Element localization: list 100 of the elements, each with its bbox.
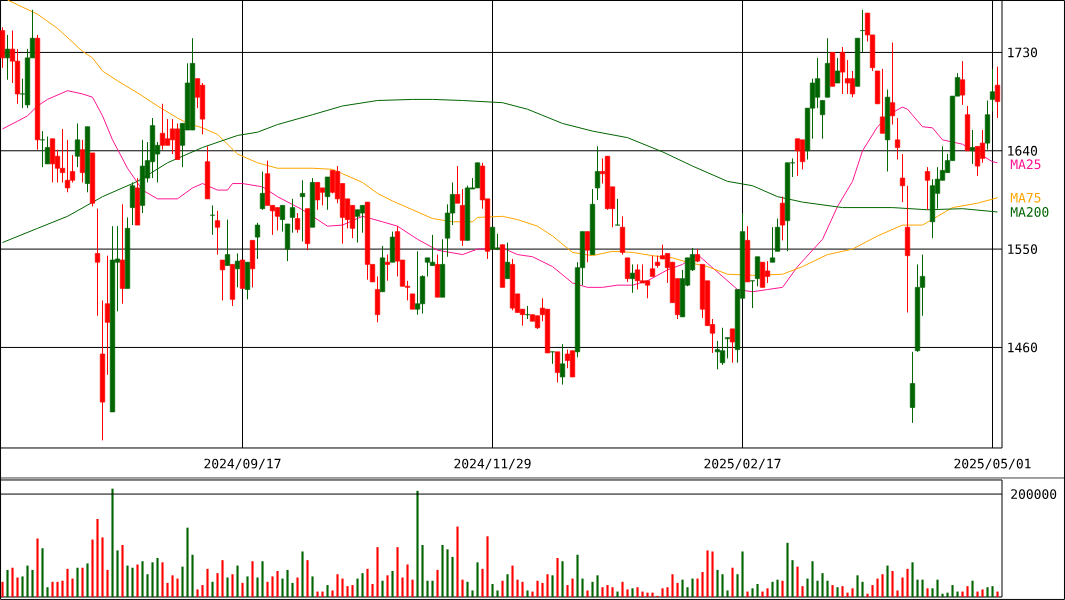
bar — [176, 578, 179, 597]
bar — [896, 590, 899, 597]
candlestick — [959, 60, 966, 106]
bar — [991, 586, 994, 597]
bar — [761, 591, 764, 597]
bar — [646, 592, 649, 597]
bar — [911, 562, 914, 597]
bar — [276, 570, 279, 597]
bar — [751, 588, 754, 597]
bar — [66, 568, 69, 597]
bar — [141, 561, 144, 597]
candlestick — [64, 139, 71, 193]
bar — [1, 581, 4, 597]
bar — [941, 593, 944, 597]
bar — [31, 569, 34, 597]
bar — [736, 574, 739, 597]
candlestick — [719, 327, 726, 366]
bar — [206, 568, 209, 597]
candlestick — [94, 208, 101, 317]
bar — [521, 581, 524, 597]
candlestick — [779, 196, 786, 241]
bar — [606, 585, 609, 597]
candlestick — [969, 129, 976, 165]
bar — [126, 565, 129, 597]
bar — [546, 574, 549, 597]
bar — [211, 581, 214, 597]
candlestick — [299, 179, 306, 242]
bar — [981, 589, 984, 597]
bar — [801, 586, 804, 597]
bar — [116, 550, 119, 597]
bar — [861, 581, 864, 597]
bar — [476, 562, 479, 597]
candlestick — [104, 255, 111, 376]
bar — [966, 586, 969, 597]
bar — [871, 585, 874, 597]
bar — [326, 585, 329, 597]
bar — [291, 582, 294, 597]
bar — [901, 577, 904, 597]
bar — [471, 590, 474, 597]
bar — [571, 578, 574, 597]
candlestick — [259, 171, 266, 211]
bar — [466, 581, 469, 597]
bar — [641, 591, 644, 597]
bar — [986, 587, 989, 597]
candlestick — [219, 259, 226, 301]
bar — [616, 591, 619, 597]
bar — [56, 581, 59, 597]
bar — [166, 582, 169, 597]
line-series — [2, 98, 999, 244]
bar — [731, 567, 734, 597]
candlestick — [994, 66, 1001, 119]
bar — [501, 580, 504, 597]
bar — [281, 578, 284, 597]
bar — [886, 565, 889, 597]
candlestick — [44, 136, 51, 165]
bar — [496, 590, 499, 597]
bar — [591, 581, 594, 597]
x-tick-label: 2025/02/17 — [704, 458, 781, 470]
bar — [506, 574, 509, 597]
bar — [776, 579, 779, 597]
candlestick — [839, 46, 846, 95]
bar — [996, 591, 999, 597]
bar — [621, 581, 624, 597]
y-tick-label: 1460 — [1008, 342, 1038, 353]
bar — [231, 574, 234, 597]
bar — [796, 566, 799, 597]
bar — [261, 561, 264, 597]
bar — [376, 547, 379, 597]
bar — [196, 589, 199, 597]
bar — [576, 554, 579, 597]
bar — [6, 569, 9, 597]
bar — [46, 587, 49, 597]
bar — [81, 567, 84, 597]
candlestick — [359, 204, 366, 234]
bar — [741, 551, 744, 597]
bar — [396, 547, 399, 597]
bar — [531, 591, 534, 597]
candlestick — [224, 219, 231, 266]
bar — [561, 561, 564, 597]
bar — [771, 581, 774, 597]
bar — [306, 560, 309, 597]
bar — [406, 564, 409, 597]
bar — [16, 577, 19, 597]
candlestick — [724, 337, 731, 359]
bar — [921, 579, 924, 597]
series-label: MA25 — [1010, 159, 1041, 170]
bar — [91, 539, 94, 597]
candlestick — [279, 204, 286, 233]
bar — [821, 573, 824, 597]
candlestick — [924, 166, 931, 211]
bar — [721, 574, 724, 597]
bar — [511, 565, 514, 597]
bar — [151, 562, 154, 597]
x-tick-label: 2024/09/17 — [204, 458, 281, 470]
bar — [551, 575, 554, 597]
bar — [321, 591, 324, 597]
candlestick — [429, 234, 436, 266]
bar — [536, 580, 539, 597]
bar — [916, 579, 919, 597]
candlestick — [764, 260, 771, 284]
